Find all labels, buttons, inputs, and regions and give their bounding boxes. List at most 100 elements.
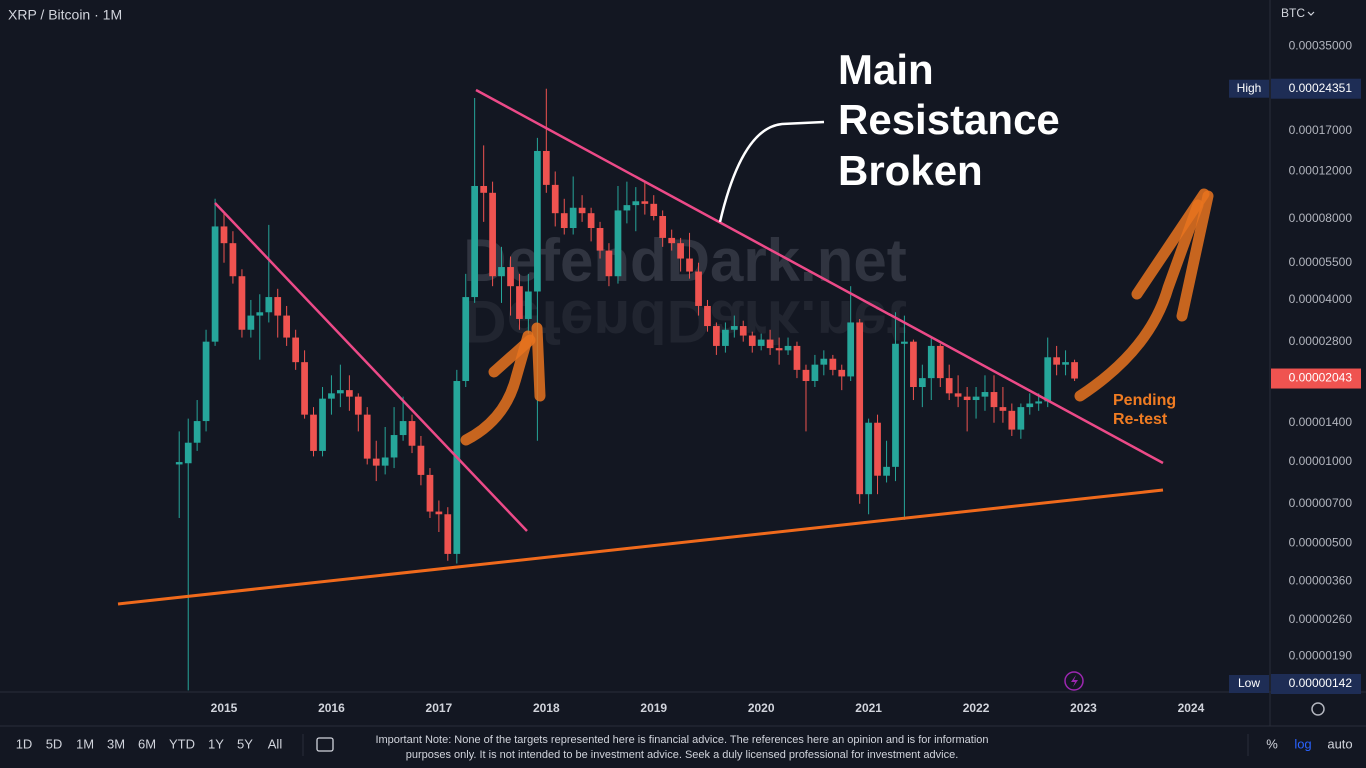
date-range-icon[interactable] [316, 737, 334, 752]
range-button[interactable]: 5Y [237, 736, 253, 751]
candle-body [202, 341, 210, 422]
candle-body [820, 358, 828, 365]
candle-body [498, 267, 505, 277]
support-line [117, 488, 1164, 606]
candle-body [632, 201, 640, 206]
candle-body [1008, 410, 1016, 430]
candle-body [399, 421, 407, 436]
annotation-line: Main [838, 46, 934, 93]
candle-body [596, 228, 604, 251]
range-button[interactable]: 1Y [208, 736, 224, 751]
candle-body [623, 205, 631, 211]
arrow [488, 334, 536, 378]
last-price-box [1271, 368, 1361, 389]
y-axis: 0.00035000 0.00017000 0.00012000 0.00008000… [1289, 38, 1353, 662]
high-marker-name: High [1237, 81, 1262, 95]
x-axis: 2015 2016 2017 2018 2019 2020 2021 2022 2023 2024 [211, 701, 1205, 715]
candle-body [892, 343, 899, 467]
range-button[interactable]: 1M [76, 736, 94, 751]
candle-body [856, 322, 864, 495]
range-button[interactable]: 1D [16, 736, 33, 751]
candle-body [901, 341, 908, 344]
candle-body [184, 442, 192, 464]
candle-body [1071, 362, 1078, 379]
y-tick-label: 0.00002800 [1289, 334, 1353, 348]
retest-annotation: Pending Re-test [1113, 392, 1176, 428]
range-button[interactable]: YTD [169, 736, 195, 751]
candle-body [686, 258, 693, 272]
settings-icon[interactable] [1311, 702, 1325, 716]
candle-body [274, 297, 282, 316]
candle-body [677, 243, 684, 259]
candle-body [802, 369, 810, 382]
candle-body [748, 335, 756, 346]
candle-body [704, 305, 711, 327]
scale-option[interactable]: log [1294, 736, 1311, 751]
candle-body [381, 457, 389, 466]
x-tick-label: 2019 [640, 701, 667, 715]
x-tick-label: 2024 [1178, 701, 1205, 715]
x-tick-label: 2018 [533, 701, 560, 715]
candle-body [354, 396, 362, 415]
arrow [531, 322, 546, 402]
candle-body [292, 337, 300, 363]
range-button[interactable]: All [268, 736, 283, 751]
candle-body [435, 511, 443, 515]
candle-body [847, 322, 855, 377]
candle-body [247, 315, 255, 330]
candle-body [444, 514, 452, 554]
candle-body [910, 341, 917, 388]
y-tick-label: 0.00008000 [1289, 211, 1353, 225]
candle-body [927, 345, 935, 379]
last-price-label: 0.00002043 [1289, 371, 1353, 385]
candle-body [587, 213, 595, 229]
candle-body [784, 345, 792, 351]
x-tick-label: 2017 [426, 701, 453, 715]
y-tick-label: 0.00001400 [1289, 415, 1353, 429]
y-tick-label: 0.00000360 [1289, 574, 1353, 588]
annotation-line: Re-test [1113, 411, 1168, 428]
low-marker-label: 0.00000142 [1289, 676, 1353, 690]
candle-body [193, 421, 201, 443]
scale-option[interactable]: auto [1327, 736, 1352, 751]
y-tick-label: 0.00012000 [1289, 164, 1353, 178]
pointer-curve [718, 120, 825, 223]
candle-body [560, 213, 568, 229]
candle-body [408, 421, 416, 446]
y-tick-label: 0.00000190 [1289, 648, 1353, 662]
candle-body [319, 398, 326, 451]
candle-body [220, 226, 228, 244]
candle-body [569, 207, 577, 229]
arrow [1131, 188, 1210, 300]
range-button[interactable]: 3M [107, 736, 125, 751]
range-button[interactable]: 5D [46, 736, 63, 751]
currency[interactable]: BTC [1281, 6, 1305, 20]
y-tick-label: 0.00001000 [1289, 454, 1353, 468]
candle-body [480, 185, 488, 193]
candle-body [650, 203, 658, 217]
y-tick-label: 0.00000500 [1289, 535, 1353, 549]
watermark: DefendDark.net [463, 227, 906, 294]
low-marker-name-box [1229, 675, 1269, 693]
arrow [460, 330, 534, 446]
y-tick-label: 0.00000700 [1289, 496, 1353, 510]
arrow [1074, 199, 1204, 402]
price-markers: High 0.00024351 Low 0.00000142 0.00002043 [1229, 78, 1361, 694]
range-button[interactable]: 6M [138, 736, 156, 751]
y-tick-label: 0.00017000 [1289, 123, 1353, 137]
x-tick-label: 2020 [748, 701, 775, 715]
events-icon[interactable] [1064, 671, 1084, 691]
candle-body [578, 207, 586, 214]
candle-body [175, 462, 183, 465]
candle-body [793, 345, 801, 370]
note-line: purposes only. It is not intended to be … [406, 749, 959, 761]
candle-body [829, 358, 837, 370]
scale-option[interactable]: % [1266, 736, 1278, 751]
candle-body [668, 237, 676, 244]
candle-body [471, 185, 479, 298]
candle-body [954, 393, 962, 397]
candle-body [229, 243, 237, 277]
